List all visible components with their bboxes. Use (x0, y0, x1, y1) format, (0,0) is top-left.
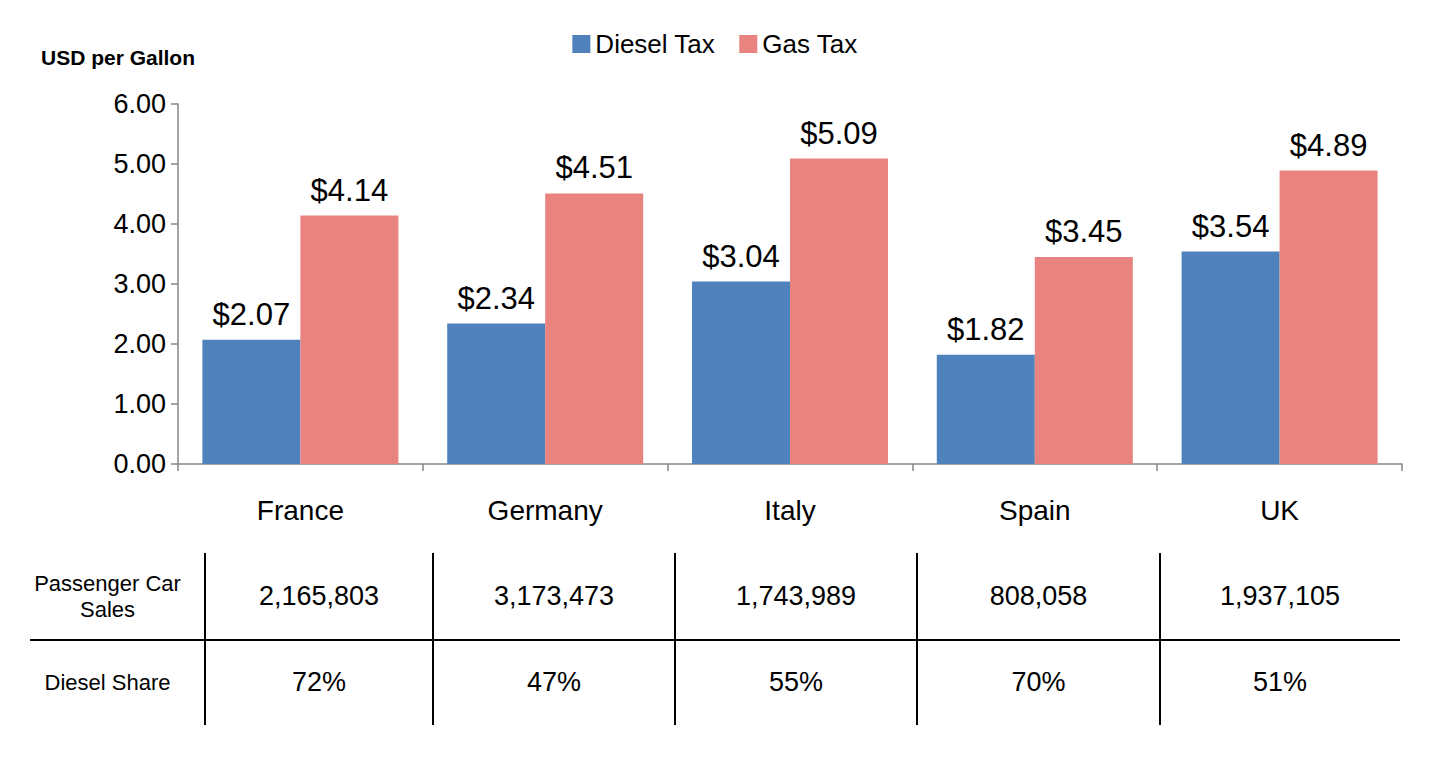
svg-text:$3.54: $3.54 (1192, 209, 1270, 244)
html-text:Passenger Car Sales: Passenger Car Sales (34, 570, 181, 622)
svg-text:Gas Tax: Gas Tax (762, 29, 857, 59)
svg-text:France: France (257, 495, 344, 526)
svg-text:$2.34: $2.34 (457, 281, 535, 316)
html-text:Diesel Share: Diesel Share (44, 669, 171, 695)
html-text:2,165,803: 2,165,803 (258, 581, 380, 611)
svg-text:Italy: Italy (764, 495, 815, 526)
svg-text:4.00: 4.00 (113, 209, 166, 239)
svg-text:$5.09: $5.09 (800, 116, 878, 151)
html-text:1,743,989: 1,743,989 (735, 581, 857, 611)
svg-text:Germany: Germany (488, 495, 603, 526)
svg-text:$3.45: $3.45 (1045, 214, 1123, 249)
html-text:72%: 72% (292, 667, 346, 697)
html-text:70%: 70% (1011, 667, 1066, 697)
html-text:47%: 47% (527, 667, 581, 697)
html-text:3,173,473: 3,173,473 (493, 581, 615, 611)
svg-text:1.00: 1.00 (113, 389, 166, 419)
html-text:55%: 55% (769, 667, 823, 697)
html-text:1,937,105: 1,937,105 (1219, 581, 1341, 611)
svg-text:$3.04: $3.04 (702, 239, 780, 274)
svg-text:$4.14: $4.14 (311, 173, 389, 208)
svg-text:0.00: 0.00 (113, 449, 166, 479)
svg-text:6.00: 6.00 (113, 89, 166, 119)
svg-text:$1.82: $1.82 (947, 312, 1025, 347)
svg-text:USD per Gallon: USD per Gallon (41, 46, 195, 69)
svg-text:Diesel Tax: Diesel Tax (595, 29, 714, 59)
svg-text:3.00: 3.00 (113, 269, 166, 299)
html-text:808,058: 808,058 (989, 581, 1088, 611)
svg-text:Spain: Spain (999, 495, 1071, 526)
svg-text:UK: UK (1260, 495, 1299, 526)
svg-text:5.00: 5.00 (113, 149, 166, 179)
svg-text:$4.89: $4.89 (1290, 128, 1368, 163)
html-text:51%: 51% (1253, 667, 1307, 697)
svg-text:2.00: 2.00 (113, 329, 166, 359)
svg-text:$2.07: $2.07 (213, 297, 291, 332)
svg-text:$4.51: $4.51 (555, 150, 633, 185)
